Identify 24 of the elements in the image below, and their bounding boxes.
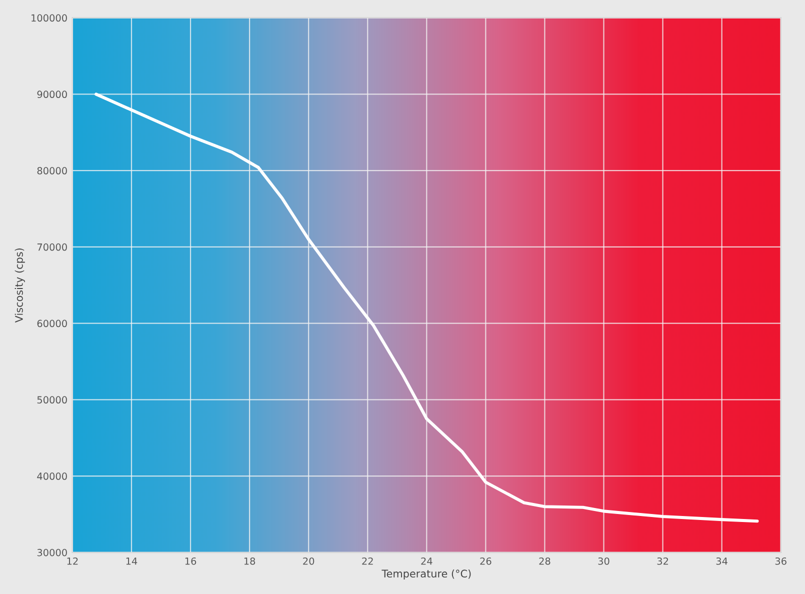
- y-tick-label: 100000: [32, 14, 67, 22]
- x-tick-label: 36: [775, 557, 786, 565]
- y-tick-label: 40000: [37, 472, 67, 480]
- y-tick-label: 60000: [37, 320, 67, 328]
- y-tick-label: 90000: [37, 90, 67, 98]
- line-series: [94, 92, 759, 523]
- x-tick-label: 20: [303, 557, 314, 565]
- y-axis-title: Viscosity (cps): [14, 248, 25, 323]
- x-tick-label: 30: [598, 557, 610, 565]
- y-tick-label: 30000: [37, 548, 67, 556]
- x-tick-label: 34: [716, 557, 728, 565]
- x-tick-label: 28: [539, 557, 550, 565]
- x-tick-label: 32: [657, 557, 668, 565]
- x-axis-title: Temperature (°C): [382, 569, 471, 580]
- x-tick-label: 18: [244, 557, 256, 565]
- x-tick-label: 24: [421, 557, 432, 565]
- x-tick-label: 26: [480, 557, 492, 565]
- x-tick-label: 12: [67, 557, 78, 565]
- y-tick-label: 80000: [37, 167, 67, 174]
- x-tick-label: 16: [185, 557, 196, 565]
- x-tick-label: 14: [126, 558, 138, 565]
- y-tick-label: 50000: [37, 396, 67, 404]
- y-tick-label: 70000: [37, 243, 67, 251]
- x-tick-label: 22: [362, 557, 373, 565]
